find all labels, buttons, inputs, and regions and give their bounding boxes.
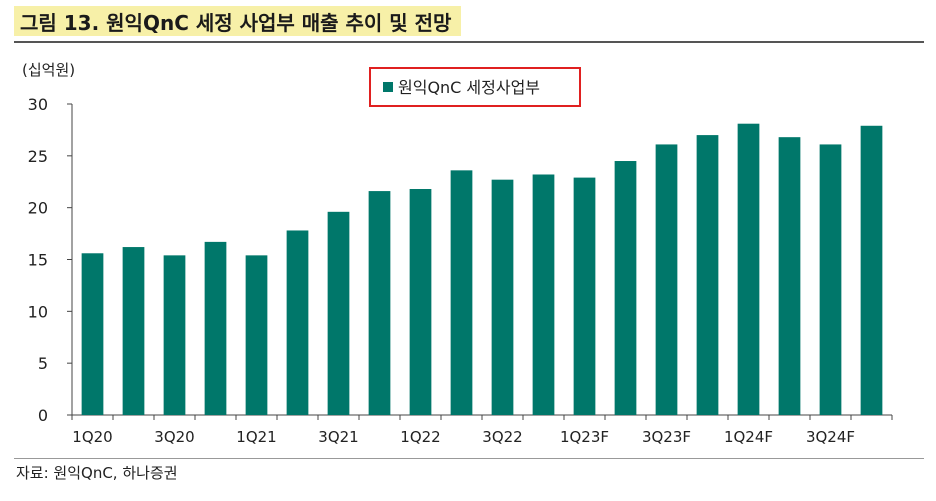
x-tick-label: 1Q23F (560, 428, 609, 446)
bar (491, 179, 514, 415)
figure-title: 그림 13. 원익QnC 세정 사업부 매출 추이 및 전망 (20, 10, 452, 35)
bar (245, 255, 268, 415)
bar-chart: (십억원) 0 5 10 15 20 25 30 1Q20 3Q20 1Q21 3Q21 1Q22 3Q2… (0, 44, 936, 456)
bar (286, 230, 309, 415)
y-tick-label: 20 (28, 199, 48, 218)
bar (778, 137, 801, 415)
title-banner: 그림 13. 원익QnC 세정 사업부 매출 추이 및 전망 (14, 6, 462, 36)
y-tick-label: 10 (28, 302, 48, 321)
bar (860, 125, 883, 416)
bar (409, 189, 432, 415)
bar (450, 170, 473, 415)
x-tick-label: 1Q21 (236, 428, 276, 446)
bar (204, 241, 227, 415)
bar (737, 123, 760, 416)
x-tick-label: 3Q22 (482, 428, 522, 446)
bar (573, 177, 596, 415)
bar (122, 247, 145, 415)
x-tick-label: 3Q21 (318, 428, 358, 446)
bar (368, 191, 391, 415)
x-tick-label: 3Q24F (806, 428, 855, 446)
y-tick-label: 15 (28, 251, 48, 270)
source-note: 자료: 원익QnC, 하나증권 (16, 464, 178, 482)
x-tick-label: 1Q20 (72, 428, 112, 446)
y-unit-label: (십억원) (22, 61, 75, 79)
x-tick-label: 3Q20 (154, 428, 194, 446)
bar (327, 211, 350, 415)
bar (81, 253, 104, 415)
legend-swatch (383, 82, 393, 92)
source-divider (14, 458, 924, 459)
legend-box (369, 67, 581, 107)
bar (819, 144, 842, 415)
bar (163, 255, 186, 415)
x-tick-label: 1Q24F (724, 428, 773, 446)
y-tick-label: 30 (28, 95, 48, 114)
bar (614, 161, 637, 415)
title-divider (14, 41, 924, 43)
legend-label: 원익QnC 세정사업부 (398, 78, 540, 97)
bar (655, 144, 678, 415)
chart-canvas: (십억원) 0 5 10 15 20 25 30 1Q20 3Q20 1Q21 3Q21 1Q22 3Q2… (22, 61, 893, 446)
y-tick-label: 5 (38, 354, 48, 373)
y-tick-label: 25 (28, 147, 48, 166)
x-tick-label: 1Q22 (400, 428, 440, 446)
bar (532, 174, 555, 415)
bar (696, 135, 719, 415)
x-tick-label: 3Q23F (642, 428, 691, 446)
y-tick-label: 0 (38, 406, 48, 425)
